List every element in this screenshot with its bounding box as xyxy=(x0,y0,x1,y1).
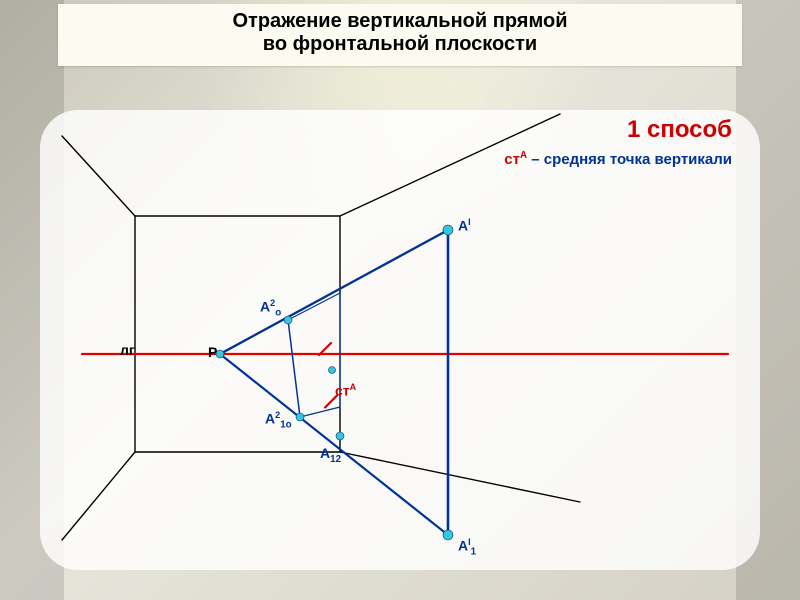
label-AI1: АI1 xyxy=(458,537,476,557)
label-A2o: А2о xyxy=(260,298,281,318)
legend-rest: – средняя точка вертикали xyxy=(531,151,732,168)
label-A12: А12 xyxy=(320,445,341,465)
title-line-2: во фронтальной плоскости xyxy=(70,33,730,56)
legend-line: стA – средняя точка вертикали xyxy=(504,150,732,168)
legend-block: 1 способ стA – средняя точка вертикали xyxy=(504,116,732,168)
label-stA: стA xyxy=(335,382,356,399)
label-AI: АI xyxy=(458,217,471,234)
geometry-svg xyxy=(40,110,760,570)
label-lg: лг xyxy=(120,342,135,358)
title-line-1: Отражение вертикальной прямой xyxy=(70,10,730,33)
label-P: P xyxy=(208,344,217,360)
method-label: 1 способ xyxy=(504,116,732,144)
title-banner: Отражение вертикальной прямой во фронтал… xyxy=(58,4,742,66)
diagram-panel: 1 способ стA – средняя точка вертикали л… xyxy=(40,110,760,570)
label-A21o: А21о xyxy=(265,410,292,430)
legend-stA: стA xyxy=(504,151,531,168)
